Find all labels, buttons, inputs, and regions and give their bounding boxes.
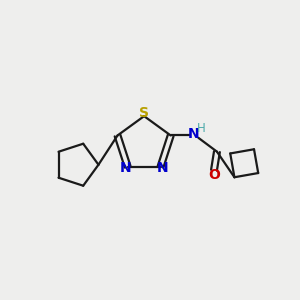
Text: S: S bbox=[139, 106, 149, 120]
Text: N: N bbox=[188, 127, 199, 141]
Text: H: H bbox=[197, 122, 206, 136]
Text: O: O bbox=[208, 168, 220, 182]
Text: N: N bbox=[157, 161, 169, 175]
Text: N: N bbox=[119, 161, 131, 175]
